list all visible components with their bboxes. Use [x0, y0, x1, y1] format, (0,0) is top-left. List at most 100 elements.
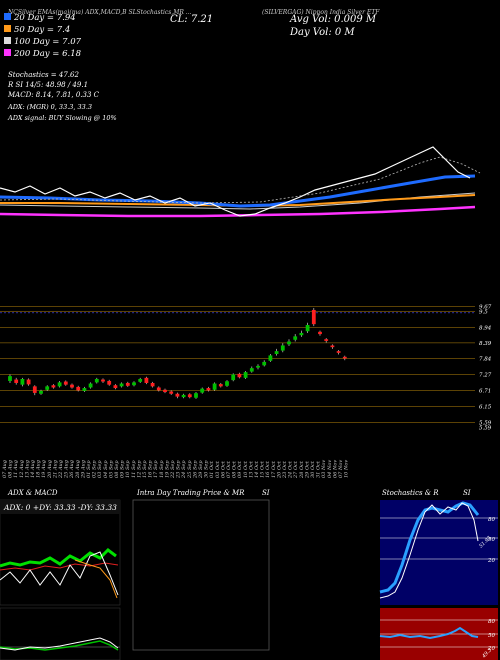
- date-label: 11 Aug: [13, 460, 19, 478]
- candle-body: [336, 351, 341, 353]
- rsi-blue-line: [379, 626, 479, 640]
- date-label: 06 Nov: [332, 460, 338, 478]
- adx-orange-line: [74, 559, 118, 599]
- date-label: 27 Oct: [293, 460, 299, 479]
- price-shadow-line: [0, 156, 481, 204]
- date-label: 15 Sep: [142, 460, 148, 478]
- ma-legend-label: 20 Day = 7.94: [13, 13, 76, 23]
- macd-panel-frame: [0, 607, 121, 660]
- date-label: 16 Oct: [265, 460, 271, 478]
- candle-body: [32, 386, 37, 393]
- date-label: 04 Sep: [103, 460, 109, 478]
- candle-body: [218, 384, 223, 387]
- candle-body: [82, 388, 87, 391]
- date-label: 07 Oct: [226, 460, 232, 478]
- date-label: 08 Oct: [232, 460, 238, 478]
- ma-legend-label: 50 Day = 7.4: [14, 25, 70, 35]
- date-label: 25 Aug: [64, 460, 70, 479]
- date-label: 18 Sep: [159, 460, 165, 478]
- date-label: 17 Oct: [271, 460, 277, 478]
- date-label: 11 Sep: [131, 460, 137, 478]
- candle-body: [156, 387, 161, 391]
- avg-vol-label: Avg Vol: 0.009 M: [289, 14, 377, 25]
- stoch-level-50: 50: [488, 537, 495, 543]
- price-gridlines: [0, 306, 475, 423]
- date-label: 10 Nov: [344, 460, 350, 478]
- date-label: 07 Nov: [338, 460, 344, 478]
- candle-body: [268, 355, 273, 361]
- date-label: 30 Sep: [204, 460, 210, 478]
- stochastics-rsi-panel: Stochastics & R SI 80 50 20 51.92 80 50 …: [379, 489, 498, 660]
- date-label: 24 Sep: [181, 460, 187, 479]
- adx-panel-title: ADX & MACD: [7, 489, 58, 497]
- ma-legend-swatch: [4, 13, 11, 20]
- candle-body: [243, 372, 248, 378]
- candle-body: [119, 383, 124, 387]
- intraday-si-label: SI: [262, 489, 270, 497]
- candle-body: [280, 345, 285, 351]
- date-axis: 07 Aug 08 Aug 11 Aug 12 Aug 13 Aug 14 Aug 18 A…: [2, 460, 350, 479]
- price-axis-label: 9.67: [479, 305, 492, 311]
- candlesticks: [8, 307, 347, 399]
- candle-body: [274, 351, 279, 354]
- intraday-title: Intra Day Trading Price & MR: [136, 489, 245, 497]
- stochastics-title: Stochastics & R: [382, 489, 439, 497]
- date-label: 05 Sep: [108, 460, 114, 478]
- candle-body: [287, 341, 291, 345]
- date-label: 29 Sep: [198, 460, 204, 479]
- rsi-level-80: 80: [488, 619, 495, 625]
- stochastics-si-label: SI: [463, 489, 471, 497]
- ma-legend-label: 200 Day = 6.18: [13, 49, 82, 59]
- rsi-value: R SI 14/5: 48.98 / 49.1: [7, 81, 88, 89]
- price-axis-label: 5.59: [479, 425, 492, 431]
- candle-body: [45, 386, 50, 390]
- intraday-panel: Intra Day Trading Price & MR SI: [132, 489, 270, 651]
- rsi-level-50: 50: [488, 633, 495, 639]
- adx-macd-panel: ADX & MACD ADX: 0 +DY: 33.33 -DY: 33.33: [0, 489, 121, 660]
- date-label: 29 Oct: [304, 460, 310, 479]
- date-label: 18 Aug: [36, 460, 42, 478]
- candle-body: [324, 339, 329, 341]
- date-label: 31 Oct: [316, 460, 322, 478]
- price-axis-label: 8.94: [479, 325, 492, 331]
- adx-white-line: [0, 551, 119, 596]
- adx-readout-box: [0, 500, 120, 514]
- date-label: 12 Aug: [19, 460, 25, 478]
- price-axis-labels: 9.679.5 8.94 8.39 7.84 7.27 6.71 6.15 5.595.59: [479, 305, 492, 432]
- date-label: 03 Sep: [97, 460, 103, 478]
- candle-body: [107, 380, 112, 385]
- price-axis-label: 8.39: [479, 341, 492, 347]
- date-label: 29 Aug: [80, 460, 86, 479]
- candle-body: [76, 386, 81, 391]
- candle-body: [225, 381, 229, 386]
- header-top-line: NCSilver EMAs(ma)(ma) ADX,MACD,B SLStoch…: [7, 9, 192, 16]
- candle-body: [51, 385, 56, 388]
- candle-body: [8, 376, 12, 381]
- adx-panel-frame: [0, 499, 121, 606]
- stoch-level-80: 80: [488, 517, 495, 523]
- candle-body: [63, 381, 68, 385]
- moving-average-lines: [0, 146, 481, 218]
- date-label: 20 Aug: [47, 460, 53, 479]
- candle-body: [299, 332, 304, 336]
- date-label: 10 Sep: [125, 460, 131, 478]
- date-label: 21 Aug: [52, 460, 58, 479]
- stochastics-frame: [380, 500, 498, 605]
- date-label: 06 Oct: [220, 460, 226, 478]
- price-axis-label: 7.84: [479, 357, 492, 363]
- candle-body: [187, 394, 192, 398]
- date-label: 10 Oct: [243, 460, 249, 478]
- date-label: 22 Aug: [58, 460, 64, 479]
- date-label: 02 Sep: [92, 460, 98, 478]
- candle-body: [88, 383, 93, 388]
- date-label: 25 Sep: [187, 460, 193, 479]
- stoch-level-20: 20: [487, 558, 495, 564]
- candle-body: [150, 382, 155, 387]
- candle-body: [175, 393, 180, 397]
- date-label: 12 Sep: [136, 460, 142, 478]
- date-label: 15 Oct: [260, 460, 266, 478]
- candle-body: [256, 365, 260, 368]
- candle-body: [293, 336, 298, 340]
- date-label: 14 Aug: [30, 460, 36, 478]
- ma-legend-swatch: [4, 49, 11, 56]
